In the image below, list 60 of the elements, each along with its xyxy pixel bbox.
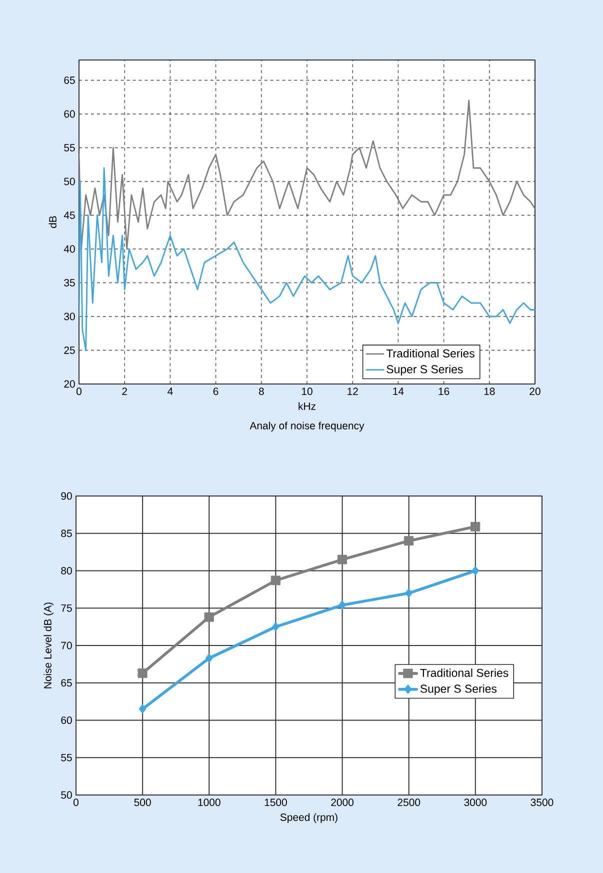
y-tick-label: 70: [61, 642, 72, 650]
point: [272, 622, 280, 632]
y-tick-label: 50: [64, 178, 75, 186]
legend-label: Traditional Series: [420, 668, 508, 677]
x-tick-label: 16: [438, 388, 450, 396]
y-tick-label: 90: [61, 492, 72, 500]
x-tick-label: 8: [258, 388, 264, 396]
point: [338, 600, 346, 610]
y-tick-label: 85: [61, 530, 72, 538]
text: Analy of noise frequency: [250, 422, 364, 432]
line-series: [79, 100, 535, 250]
x-tick-label: 1000: [198, 798, 220, 806]
point: [405, 588, 412, 598]
y-tick-label: 65: [61, 679, 72, 687]
x-tick-label: 12: [348, 388, 358, 395]
legend-label: Super S Series: [386, 364, 463, 376]
point: [338, 554, 348, 564]
y-tick-label: 50: [61, 791, 72, 799]
x-tick-label: 4: [168, 388, 173, 395]
y-tick-label: 45: [64, 212, 75, 219]
x-axis-title: kHz: [298, 402, 316, 410]
point: [470, 522, 480, 532]
x-tick-label: 10: [302, 388, 312, 396]
x-tick-label: 2: [122, 388, 127, 395]
point: [404, 536, 414, 546]
y-tick-label: 40: [64, 245, 75, 253]
x-tick-label: 500: [134, 798, 151, 806]
y-tick-label: 55: [64, 144, 75, 152]
x-tick-label: 20: [530, 388, 540, 396]
legend-label: Super S Series: [420, 684, 497, 696]
y-tick-label: 65: [64, 76, 75, 84]
y-tick-label: 30: [64, 312, 75, 320]
legend-label: Traditional Series: [386, 349, 474, 358]
y-tick-label: 35: [64, 279, 75, 286]
x-tick-label: 0: [74, 798, 78, 806]
y-axis-title: dB: [48, 216, 57, 228]
y-tick-label: 75: [61, 604, 72, 612]
x-tick-label: 0: [76, 388, 82, 396]
y-tick-label: 80: [61, 567, 72, 574]
x-axis-title: Speed (rpm): [280, 813, 338, 824]
x-tick-label: 6: [213, 388, 218, 396]
y-tick-label: 25: [64, 346, 75, 354]
x-tick-label: 2000: [331, 798, 354, 806]
x-tick-label: 18: [484, 388, 495, 396]
x-tick-label: 14: [393, 388, 404, 395]
x-tick-label: 3000: [464, 798, 487, 806]
x-tick-label: 1500: [264, 798, 287, 806]
x-tick-label: 3500: [530, 798, 554, 806]
point: [472, 566, 480, 576]
point: [138, 704, 146, 714]
y-tick-label: 55: [61, 754, 72, 762]
y-tick-label: 20: [64, 380, 75, 388]
point: [270, 576, 280, 586]
y-tick-label: 60: [61, 716, 72, 724]
point: [204, 612, 214, 622]
point: [138, 668, 148, 678]
x-tick-label: 2500: [398, 798, 420, 806]
y-tick-label: 60: [64, 110, 75, 118]
y-axis-title: Noise Level dB (A): [44, 602, 54, 688]
point: [206, 653, 213, 663]
